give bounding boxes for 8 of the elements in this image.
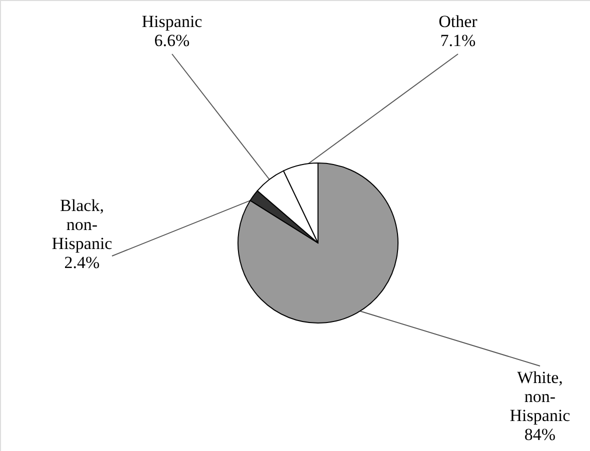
slice-label: White, non-Hispanic xyxy=(510,368,571,425)
slice-label: Black, non-Hispanic xyxy=(52,196,113,253)
slice-label: Hispanic xyxy=(142,12,203,31)
data-label: 6.6% xyxy=(154,31,190,50)
slice-label: Other xyxy=(438,12,478,31)
data-label: 7.1% xyxy=(440,31,476,50)
data-label: 2.4% xyxy=(64,253,100,272)
data-label: 84% xyxy=(524,425,556,444)
